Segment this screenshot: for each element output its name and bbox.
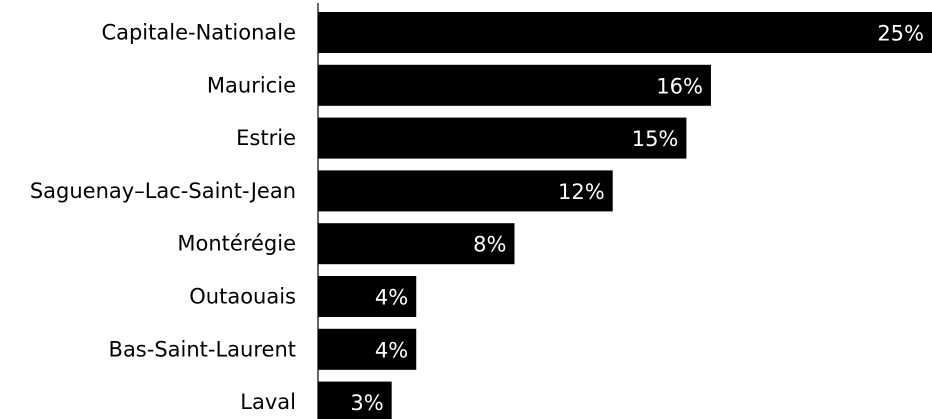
category-label-outaouais: Outaouais [189, 285, 296, 309]
category-label-saguenay-lac-saint-jean: Saguenay–Lac-Saint-Jean [30, 179, 296, 203]
category-label-bas-saint-laurent: Bas-Saint-Laurent [109, 337, 296, 361]
value-label-laval: 3% [350, 391, 383, 415]
category-label-capitale-nationale: Capitale-Nationale [101, 21, 296, 45]
value-label-bas-saint-laurent: 4% [375, 338, 408, 362]
category-label-estrie: Estrie [236, 126, 296, 150]
value-label-saguenay-lac-saint-jean: 12% [558, 180, 605, 204]
value-labels-group: 25% 16% 15% 12% 8% 4% 4% 3% [350, 22, 924, 416]
bar-saguenay-lac-saint-jean [318, 170, 613, 212]
bars-group [318, 12, 932, 419]
bar-estrie [318, 117, 687, 159]
category-label-monteregie: Montérégie [177, 232, 296, 256]
value-label-mauricie: 16% [656, 74, 703, 98]
bar-monteregie [318, 223, 515, 265]
bar-capitale-nationale [318, 12, 932, 53]
bar-mauricie [318, 64, 711, 106]
category-label-laval: Laval [240, 390, 296, 414]
bar-outaouais [318, 276, 417, 317]
value-label-monteregie: 8% [473, 233, 506, 257]
category-labels-group: Capitale-Nationale Mauricie Estrie Saguenay… [30, 21, 296, 415]
bar-bas-saint-laurent [318, 328, 417, 370]
bar-laval [318, 381, 392, 419]
category-label-mauricie: Mauricie [207, 73, 296, 97]
value-label-capitale-nationale: 25% [877, 22, 924, 46]
value-label-estrie: 15% [632, 127, 679, 151]
value-label-outaouais: 4% [375, 286, 408, 310]
